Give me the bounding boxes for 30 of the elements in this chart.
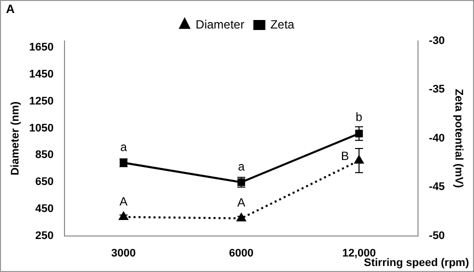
text: A: [6, 2, 15, 16]
y-tick-label: 850: [35, 149, 54, 162]
annotation: A: [237, 196, 246, 210]
legend-label: Zeta: [270, 17, 295, 32]
y-tick-label: 250: [35, 230, 54, 242]
y2-tick-label: -35: [428, 84, 445, 96]
y-tick-label: 450: [35, 202, 54, 215]
y-tick-label: 1650: [29, 42, 54, 54]
x-tick-label: 3000: [111, 247, 136, 260]
legend-label: Diameter: [196, 17, 244, 32]
x-tick-label: 6000: [229, 247, 254, 260]
y-tick-label: 1450: [29, 68, 54, 81]
y2-tick-label: -45: [428, 181, 445, 194]
y-tick-label: 1050: [29, 122, 54, 134]
y2-tick-label: -50: [428, 230, 445, 242]
annotation: b: [356, 110, 363, 124]
point: [355, 130, 363, 138]
y2-axis-title: Zeta potential (mV): [452, 88, 464, 188]
y2-tick-label: -30: [428, 35, 445, 48]
point: [354, 156, 364, 164]
annotation: A: [120, 194, 128, 208]
annotation: a: [120, 140, 128, 154]
x-axis-title: Stirring speed (rpm): [364, 257, 469, 269]
y-tick-label: 650: [35, 176, 54, 188]
annotation: a: [238, 160, 245, 174]
x-tick-label: 12,000: [342, 247, 376, 260]
y-axis-title: Diameter (nm): [10, 101, 22, 176]
y-tick-label: 1250: [29, 95, 54, 108]
annotation: B: [341, 148, 350, 163]
y2-tick-label: -40: [428, 132, 445, 144]
